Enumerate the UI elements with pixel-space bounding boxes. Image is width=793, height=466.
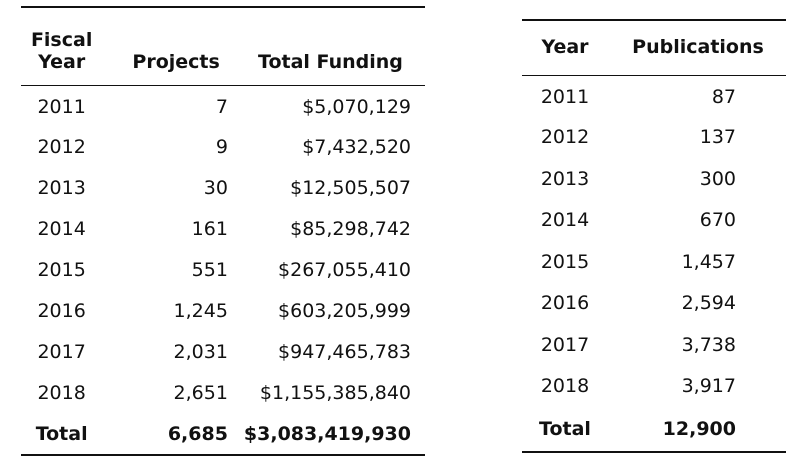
- table-row: 2017 3,738: [522, 324, 786, 366]
- publications-header-row: Year Publications: [522, 20, 786, 75]
- fiscal-year-header: Fiscal Year: [30, 28, 93, 73]
- year-cell: 2017: [37, 340, 86, 363]
- year-header: Year: [541, 35, 589, 58]
- year-cell: 2017: [540, 333, 590, 356]
- publications-cell: 137: [699, 126, 736, 149]
- funding-cell: $5,070,129: [302, 96, 411, 119]
- funding-cell: $603,205,999: [278, 299, 411, 322]
- table-row: 2015 1,457: [522, 241, 786, 283]
- funding-cell: $12,505,507: [290, 176, 411, 199]
- total-publications: 12,900: [662, 418, 736, 440]
- year-cell: 2014: [540, 209, 590, 232]
- year-cell: 2018: [540, 375, 590, 398]
- publications-header: Publications: [632, 35, 764, 58]
- projects-cell: 1,245: [173, 299, 228, 322]
- table-row: 2014 670: [522, 200, 786, 242]
- table-row: 2018 3,917: [522, 366, 786, 408]
- funding-cell: $85,298,742: [290, 217, 411, 240]
- year-cell: 2011: [540, 86, 590, 108]
- table-row: 2017 2,031 $947,465,783: [21, 331, 425, 372]
- table-row: 2011 7 $5,070,129: [21, 85, 425, 126]
- projects-cell: 7: [215, 96, 228, 119]
- table-row: 2013 300: [522, 158, 786, 200]
- publications-cell: 1,457: [681, 250, 736, 273]
- total-funding-header: Total Funding: [258, 50, 403, 73]
- year-cell: 2013: [540, 167, 590, 190]
- table-row: 2011 87: [522, 75, 786, 117]
- projects-cell: 9: [215, 135, 228, 158]
- funding-cell: $7,432,520: [302, 135, 411, 158]
- publications-cell: 3,738: [681, 333, 736, 356]
- projects-cell: 551: [191, 258, 228, 281]
- funding-header-row: Fiscal Year Projects Total Funding: [21, 7, 425, 85]
- funding-total-row: Total 6,685 $3,083,419,930: [21, 413, 425, 455]
- year-cell: 2015: [37, 258, 86, 281]
- funding-cell: $947,465,783: [278, 340, 411, 363]
- year-cell: 2018: [37, 381, 86, 404]
- funding-cell: $267,055,410: [278, 258, 411, 281]
- table-row: 2012 9 $7,432,520: [21, 126, 425, 167]
- table-row: 2016 2,594: [522, 283, 786, 325]
- year-cell: 2016: [37, 299, 86, 322]
- total-label: Total: [35, 422, 88, 445]
- projects-cell: 2,651: [173, 381, 228, 404]
- year-cell: 2011: [37, 96, 86, 119]
- table-row: 2018 2,651 $1,155,385,840: [21, 372, 425, 413]
- publications-cell: 3,917: [681, 375, 736, 398]
- total-label: Total: [539, 418, 591, 440]
- funding-cell: $1,155,385,840: [259, 381, 411, 404]
- publications-cell: 2,594: [681, 292, 736, 315]
- total-projects: 6,685: [167, 422, 228, 445]
- table-row: 2016 1,245 $603,205,999: [21, 290, 425, 331]
- year-cell: 2012: [540, 126, 590, 149]
- publications-cell: 300: [699, 167, 736, 190]
- publications-cell: 87: [711, 86, 736, 108]
- publications-total-row: Total 12,900: [522, 407, 786, 452]
- publications-table: Year Publications 2011 87 2012 137 2013 …: [522, 19, 786, 453]
- projects-header: Projects: [132, 50, 220, 73]
- table-row: 2014 161 $85,298,742: [21, 208, 425, 249]
- projects-cell: 30: [203, 176, 228, 199]
- publications-cell: 670: [699, 209, 736, 232]
- projects-cell: 161: [191, 217, 228, 240]
- table-row: 2015 551 $267,055,410: [21, 249, 425, 290]
- table-row: 2013 30 $12,505,507: [21, 167, 425, 208]
- year-cell: 2015: [540, 250, 590, 273]
- year-cell: 2016: [540, 292, 590, 315]
- year-cell: 2013: [37, 176, 86, 199]
- total-funding: $3,083,419,930: [243, 422, 411, 445]
- funding-table: Fiscal Year Projects Total Funding 2011 …: [21, 6, 425, 456]
- projects-cell: 2,031: [173, 340, 228, 363]
- year-cell: 2012: [37, 135, 86, 158]
- year-cell: 2014: [37, 217, 86, 240]
- table-row: 2012 137: [522, 117, 786, 159]
